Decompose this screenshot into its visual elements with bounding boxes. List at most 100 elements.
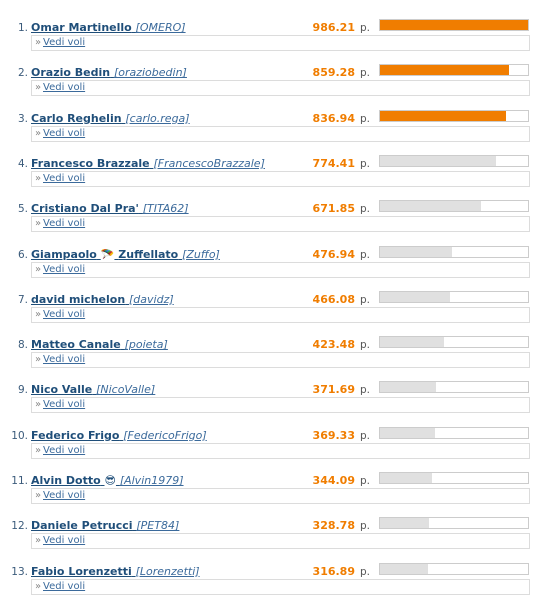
rank-position: 13. xyxy=(11,565,28,578)
points-value: 423.48 xyxy=(312,338,355,352)
see-flights-link[interactable]: Vedi voli xyxy=(43,218,86,230)
pilot-name: Nico Valle xyxy=(31,383,93,397)
points-bar xyxy=(379,290,529,303)
pilot-name: Fabio Lorenzetti xyxy=(31,564,132,578)
ranking-row: 13. Fabio Lorenzetti [Lorenzetti] 316.89… xyxy=(0,552,546,597)
pilot-name-link[interactable]: Federico Frigo [FedericoFrigo] xyxy=(31,429,207,442)
points-value: 859.28 xyxy=(312,66,355,80)
chevron-double-right-icon: » xyxy=(35,37,42,48)
pilot-name: Federico Frigo xyxy=(31,428,120,442)
ranking-row: 2. Orazio Bedin [oraziobedin] 859.28 p. … xyxy=(0,53,546,98)
see-flights-link[interactable]: Vedi voli xyxy=(43,127,86,139)
pilot-name-link[interactable]: Francesco Brazzale [FrancescoBrazzale] xyxy=(31,157,265,170)
points-value: 476.94 xyxy=(312,247,355,261)
chevron-double-right-icon: » xyxy=(35,308,42,320)
pilot-nickname: [Alvin1979] xyxy=(119,474,184,487)
points-bar xyxy=(379,154,529,167)
see-flights-link[interactable]: Vedi voli xyxy=(43,444,86,456)
pilot-name: Matteo Canale xyxy=(31,338,121,352)
see-flights-box: » Vedi voli xyxy=(31,306,530,323)
pilot-name: Carlo Reghelin xyxy=(31,111,122,125)
pilot-name-link[interactable]: Giampaolo 🪂 Zuffellato [Zuffo] xyxy=(31,248,220,261)
points-value: 774.41 xyxy=(312,156,355,170)
pilot-nickname: [NicoValle] xyxy=(96,383,156,397)
see-flights-link[interactable]: Vedi voli xyxy=(43,535,86,547)
pilot-nickname: [FrancescoBrazzale] xyxy=(153,156,265,170)
see-flights-link[interactable]: Vedi voli xyxy=(43,37,86,48)
ranking-row: 1. Omar Martinello [OMERO] 986.21 p. » V… xyxy=(0,8,546,53)
points-bar-fill xyxy=(380,427,436,438)
see-flights-link[interactable]: Vedi voli xyxy=(43,308,86,320)
see-flights-box: » Vedi voli xyxy=(31,578,530,595)
points-unit: p. xyxy=(360,67,371,80)
points-unit: p. xyxy=(360,339,371,352)
points-value: 371.69 xyxy=(312,383,355,397)
points-bar xyxy=(379,472,529,484)
pilot-name-link[interactable]: david michelon [davidz] xyxy=(31,293,174,306)
see-flights-box: » Vedi voli xyxy=(31,125,530,142)
pilot-name-link[interactable]: Orazio Bedin [oraziobedin] xyxy=(31,66,187,79)
see-flights-box: » Vedi voli xyxy=(31,80,530,97)
points-bar-fill xyxy=(380,337,444,348)
rank-position: 7. xyxy=(17,293,28,306)
points-bar-fill xyxy=(380,382,436,393)
points-bar xyxy=(379,64,529,77)
rank-position: 4. xyxy=(17,157,28,170)
rank-position: 2. xyxy=(17,67,28,80)
see-flights-link[interactable]: Vedi voli xyxy=(43,490,86,501)
pilot-name-link[interactable]: Nico Valle [NicoValle] xyxy=(31,383,155,396)
points-bar-fill xyxy=(380,20,528,30)
points-bar-fill xyxy=(380,291,450,302)
chevron-double-right-icon: » xyxy=(35,580,42,592)
points-bar xyxy=(379,109,529,122)
pilot-nickname: [oraziobedin] xyxy=(113,66,187,80)
chevron-double-right-icon: » xyxy=(35,399,42,411)
pilot-name-link[interactable]: Fabio Lorenzetti [Lorenzetti] xyxy=(31,565,200,578)
rank-position: 11. xyxy=(11,475,28,487)
rank-position: 8. xyxy=(17,339,28,352)
points-bar xyxy=(379,562,529,575)
pilot-nickname: [PET84] xyxy=(136,519,180,533)
points-unit: p. xyxy=(360,203,371,216)
ranking-row: 10. Federico Frigo [FedericoFrigo] 369.3… xyxy=(0,416,546,461)
points-bar-fill xyxy=(380,201,481,212)
pilot-nickname: [FedericoFrigo] xyxy=(123,428,207,442)
see-flights-box: » Vedi voli xyxy=(31,216,530,233)
points-value: 986.21 xyxy=(312,21,355,34)
see-flights-link[interactable]: Vedi voli xyxy=(43,354,86,366)
points-unit: p. xyxy=(360,384,371,397)
chevron-double-right-icon: » xyxy=(35,82,42,94)
pilot-nickname: [Lorenzetti] xyxy=(135,564,200,578)
points-value: 671.85 xyxy=(312,202,355,216)
pilot-name: Cristiano Dal Pra' xyxy=(31,202,139,216)
points-bar xyxy=(379,426,529,439)
points-value: 836.94 xyxy=(312,111,355,125)
see-flights-link[interactable]: Vedi voli xyxy=(43,263,86,275)
points-value: 328.78 xyxy=(312,519,355,533)
points-value: 466.08 xyxy=(312,292,355,306)
see-flights-link[interactable]: Vedi voli xyxy=(43,172,86,184)
pilot-nickname: [poieta] xyxy=(124,338,168,352)
points-bar-fill xyxy=(380,110,506,121)
points-bar-fill xyxy=(380,518,430,529)
chevron-double-right-icon: » xyxy=(35,172,42,184)
pilot-name: Francesco Brazzale xyxy=(31,156,150,170)
pilot-name-link[interactable]: Daniele Petrucci [PET84] xyxy=(31,519,179,532)
pilot-name-link[interactable]: Alvin Dotto 😎 [Alvin1979] xyxy=(31,474,184,487)
points-bar xyxy=(379,517,529,530)
see-flights-box: » Vedi voli xyxy=(31,352,530,369)
see-flights-box: » Vedi voli xyxy=(31,488,530,504)
pilot-nickname: [OMERO] xyxy=(135,21,186,34)
rank-position: 5. xyxy=(17,203,28,216)
pilot-name-link[interactable]: Cristiano Dal Pra' [TITA62] xyxy=(31,202,189,215)
pilot-name-link[interactable]: Matteo Canale [poieta] xyxy=(31,338,168,351)
rank-position: 1. xyxy=(17,22,28,34)
points-unit: p. xyxy=(360,565,371,578)
rank-position: 10. xyxy=(11,429,28,442)
pilot-name-link[interactable]: Carlo Reghelin [carlo.rega] xyxy=(31,112,190,125)
see-flights-link[interactable]: Vedi voli xyxy=(43,82,86,94)
see-flights-link[interactable]: Vedi voli xyxy=(43,399,86,411)
chevron-double-right-icon: » xyxy=(35,218,42,230)
see-flights-link[interactable]: Vedi voli xyxy=(43,580,86,592)
pilot-name-link[interactable]: Omar Martinello [OMERO] xyxy=(31,21,186,34)
